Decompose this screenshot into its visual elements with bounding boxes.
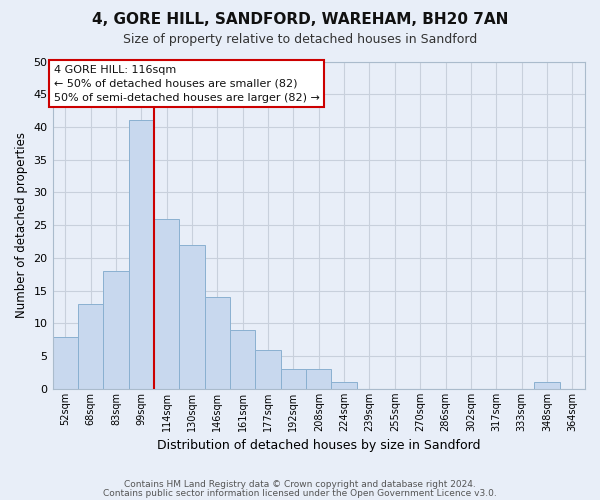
Text: 4, GORE HILL, SANDFORD, WAREHAM, BH20 7AN: 4, GORE HILL, SANDFORD, WAREHAM, BH20 7A… — [92, 12, 508, 28]
Bar — [179, 245, 205, 389]
Bar — [154, 218, 179, 389]
Bar — [281, 369, 306, 389]
Text: Size of property relative to detached houses in Sandford: Size of property relative to detached ho… — [123, 32, 477, 46]
Text: Contains public sector information licensed under the Open Government Licence v3: Contains public sector information licen… — [103, 488, 497, 498]
X-axis label: Distribution of detached houses by size in Sandford: Distribution of detached houses by size … — [157, 440, 481, 452]
Bar — [230, 330, 256, 389]
Bar — [306, 369, 331, 389]
Text: Contains HM Land Registry data © Crown copyright and database right 2024.: Contains HM Land Registry data © Crown c… — [124, 480, 476, 489]
Bar — [128, 120, 154, 389]
Bar — [78, 304, 103, 389]
Text: 4 GORE HILL: 116sqm
← 50% of detached houses are smaller (82)
50% of semi-detach: 4 GORE HILL: 116sqm ← 50% of detached ho… — [54, 65, 320, 103]
Bar — [256, 350, 281, 389]
Bar — [103, 271, 128, 389]
Y-axis label: Number of detached properties: Number of detached properties — [15, 132, 28, 318]
Bar — [331, 382, 357, 389]
Bar — [205, 297, 230, 389]
Bar — [53, 336, 78, 389]
Bar — [534, 382, 560, 389]
